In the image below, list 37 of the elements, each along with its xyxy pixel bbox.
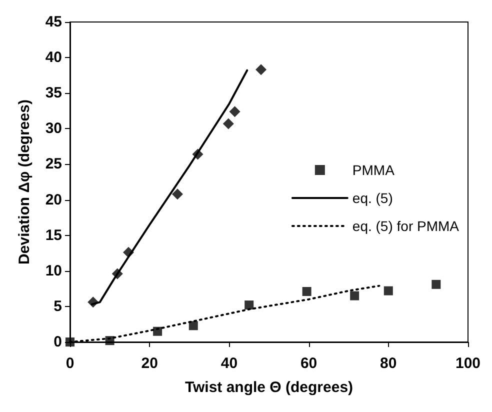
point <box>302 287 312 296</box>
point <box>172 188 183 200</box>
point <box>432 280 441 289</box>
x-axis-title: Twist angle Θ (degrees) <box>184 379 354 396</box>
x-tick-label: 0 <box>66 355 74 372</box>
y-tick-label: 35 <box>45 84 62 102</box>
y-tick-label: 0 <box>54 334 62 350</box>
point <box>256 64 267 76</box>
x-tick-label: 80 <box>380 355 397 372</box>
legend-label: eq. (5) <box>352 190 393 206</box>
legend-label: eq. (5) for PMMA <box>352 218 460 234</box>
point <box>192 148 204 160</box>
y-tick-label: 25 <box>45 156 62 173</box>
y-axis-title: Deviation Δφ (degrees) <box>16 100 33 264</box>
point <box>188 321 198 330</box>
point <box>112 268 123 280</box>
point <box>244 300 254 310</box>
y-tick-label: 45 <box>45 14 62 30</box>
y-tick-label: 10 <box>45 262 62 280</box>
point <box>105 336 114 346</box>
y-tick-label: 40 <box>45 49 62 66</box>
point <box>153 326 162 336</box>
point <box>229 106 240 118</box>
point <box>350 291 360 300</box>
y-tick-label: 5 <box>54 298 62 315</box>
x-tick-label: 40 <box>220 355 238 372</box>
point <box>88 296 99 308</box>
point <box>123 246 134 258</box>
y-tick-label: 30 <box>45 120 62 138</box>
point <box>384 286 393 296</box>
legend-label: PMMA <box>352 162 396 178</box>
x-tick-label: 60 <box>300 355 318 372</box>
y-tick-label: 20 <box>45 191 62 208</box>
y-tick-label: 15 <box>45 226 62 244</box>
point <box>222 118 234 130</box>
x-tick-label: 20 <box>141 355 158 372</box>
x-tick-label: 100 <box>455 355 481 372</box>
